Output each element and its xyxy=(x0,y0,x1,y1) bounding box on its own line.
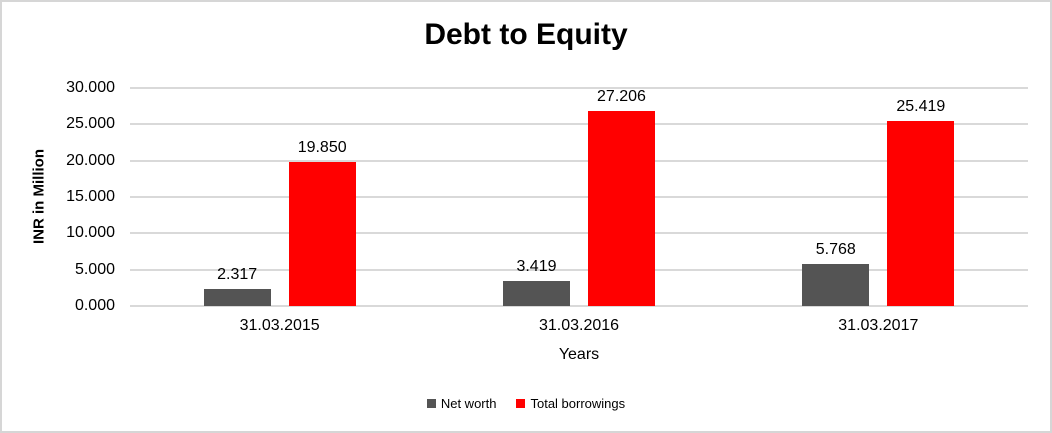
bar xyxy=(502,281,570,306)
bar-with-label: 27.206 xyxy=(587,88,655,306)
data-label: 5.768 xyxy=(815,241,856,259)
bar xyxy=(288,161,356,306)
x-tick-label: 31.03.2015 xyxy=(239,317,320,334)
bar-with-label: 19.850 xyxy=(288,88,356,306)
data-label: 19.850 xyxy=(297,138,347,156)
y-tick-label: 25.000 xyxy=(66,115,115,133)
y-tick-label: 20.000 xyxy=(66,151,115,169)
y-tick-label: 15.000 xyxy=(66,188,115,205)
gridline xyxy=(130,232,1028,235)
bar xyxy=(887,121,955,306)
legend-label: Total borrowings xyxy=(530,396,626,411)
y-tick-label: 5.000 xyxy=(74,260,115,278)
bar-groups: 2.317 19.850 3.419 27.206 5.768 25.419 xyxy=(130,88,1028,306)
data-label: 25.419 xyxy=(896,98,946,116)
gridline xyxy=(130,87,1028,89)
legend-label: Net worth xyxy=(440,396,497,411)
bar xyxy=(203,289,271,306)
data-label: 3.419 xyxy=(516,258,557,276)
bar-with-label: 25.419 xyxy=(887,88,955,306)
gridline xyxy=(130,196,1028,198)
legend-swatch-icon xyxy=(426,399,436,408)
y-tick-label: 30.000 xyxy=(66,79,115,96)
bar-group: 3.419 27.206 xyxy=(429,88,728,306)
gridline xyxy=(130,268,1028,271)
data-label: 2.317 xyxy=(217,266,258,284)
legend-item: Net worth xyxy=(426,396,497,411)
plot-area: 2.317 19.850 3.419 27.206 5.768 25.419 0.000 5… xyxy=(66,79,1028,314)
y-tick-label: 10.000 xyxy=(66,224,115,242)
bar-with-label: 3.419 xyxy=(502,88,570,306)
x-tick-label: 31.03.2016 xyxy=(538,317,620,334)
gridline xyxy=(130,305,1028,307)
gridline xyxy=(130,123,1028,126)
legend-swatch-icon xyxy=(516,399,526,408)
data-label: 27.206 xyxy=(597,88,646,105)
bar-group: 5.768 25.419 xyxy=(729,88,1028,306)
bar xyxy=(802,264,870,306)
bar-with-label: 2.317 xyxy=(203,88,271,306)
gridline xyxy=(130,159,1028,162)
y-tick-label: 0.000 xyxy=(74,297,115,314)
bar-group: 2.317 19.850 xyxy=(130,88,429,306)
x-axis-title: Years xyxy=(558,346,600,363)
legend: Net worth Total borrowings xyxy=(2,396,1050,411)
chart-title: Debt to Equity xyxy=(424,18,628,51)
legend-item: Total borrowings xyxy=(516,396,625,411)
bar xyxy=(587,111,655,306)
x-tick-label: 31.03.2017 xyxy=(838,317,919,334)
x-axis-ticks: 31.03.2015 31.03.2016 31.03.2017 xyxy=(130,317,1028,335)
bar-with-label: 5.768 xyxy=(802,88,870,306)
